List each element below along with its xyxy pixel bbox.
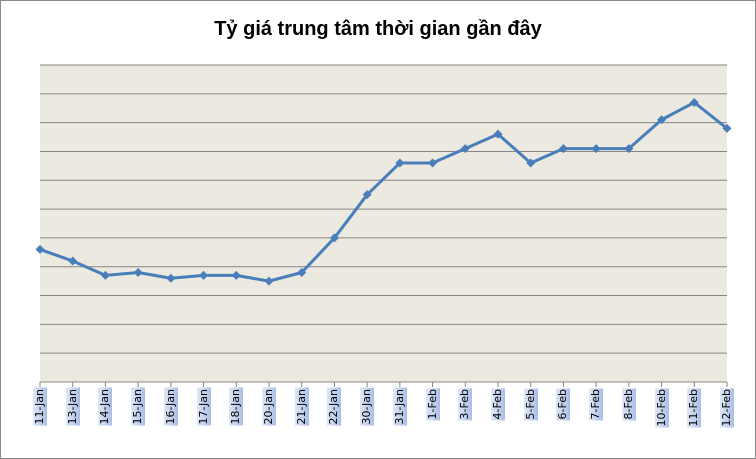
data-point-marker: [297, 267, 307, 277]
data-point-marker: [395, 158, 405, 168]
x-tick-label: 31-Jan: [392, 388, 407, 426]
data-point-marker: [722, 123, 732, 133]
data-point-marker: [100, 270, 110, 280]
x-tick-label: 11-Jan: [33, 388, 47, 426]
plot-area: [40, 65, 727, 382]
data-point-marker: [460, 144, 470, 154]
x-tick-label: 5-Feb: [523, 388, 538, 421]
data-point-marker: [591, 144, 601, 154]
data-point-marker: [362, 190, 372, 200]
x-tick-label: 13-Jan: [65, 388, 80, 426]
data-point-marker: [526, 158, 536, 168]
x-tick-label: 6-Feb: [556, 388, 571, 421]
data-point-marker: [166, 273, 176, 283]
x-tick-label: 14-Jan: [98, 388, 113, 426]
x-tick-label: 18-Jan: [229, 388, 244, 426]
data-point-marker: [558, 144, 568, 154]
data-point-marker: [624, 144, 634, 154]
data-point-marker: [657, 115, 667, 125]
x-tick-label: 3-Feb: [458, 388, 473, 421]
data-point-marker: [133, 267, 143, 277]
data-point-marker: [264, 276, 274, 286]
x-tick-label: 22-Jan: [327, 388, 342, 426]
x-tick-label: 7-Feb: [589, 388, 604, 421]
x-tick-label: 1-Feb: [425, 388, 440, 421]
x-tick-label: 15-Jan: [131, 388, 146, 426]
x-tick-label: 11-Feb: [687, 388, 702, 428]
data-point-marker: [493, 129, 503, 139]
x-tick-label: 21-Jan: [294, 388, 309, 426]
data-point-marker: [689, 97, 699, 107]
x-tick-label: 30-Jan: [360, 388, 375, 426]
x-tick-label: 12-Feb: [720, 388, 734, 428]
x-tick-label: 20-Jan: [262, 388, 276, 426]
data-point-marker: [329, 233, 339, 243]
x-tick-label: 4-Feb: [491, 388, 505, 421]
x-tick-label: 8-Feb: [621, 388, 636, 421]
data-point-marker: [199, 270, 209, 280]
series-line: [39, 100, 728, 283]
data-point-marker: [35, 244, 45, 254]
data-point-marker: [428, 158, 438, 168]
x-tick-label: 17-Jan: [196, 388, 211, 426]
x-tick-label: 10-Feb: [654, 388, 669, 428]
chart-title: Tỷ giá trung tâm thời gian gần đây: [214, 18, 542, 40]
x-tick-label: 16-Jan: [163, 388, 178, 426]
data-point-marker: [231, 270, 241, 280]
data-point-marker: [68, 256, 78, 266]
